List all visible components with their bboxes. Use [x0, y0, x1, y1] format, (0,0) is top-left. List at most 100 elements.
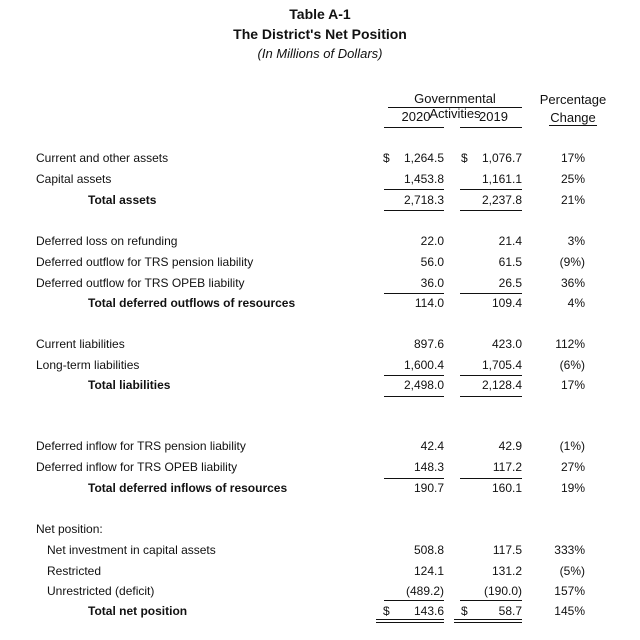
- table-row: Current liabilities 897.6 423.0 112%: [0, 335, 640, 355]
- value-2020: 56.0: [420, 255, 444, 269]
- percent-change: 27%: [560, 460, 585, 474]
- subtotal-rule: [460, 478, 522, 479]
- row-label-total: Total assets: [88, 193, 157, 207]
- value-2019: 2,128.4: [481, 378, 522, 392]
- value-2019: 1,076.7: [481, 151, 522, 165]
- row-label-total: Total deferred inflows of resources: [88, 481, 288, 495]
- subtotal-rule: [384, 600, 444, 601]
- double-underline: [376, 619, 444, 623]
- row-label-total: Total liabilities: [88, 378, 171, 392]
- value-2019: 1,705.4: [481, 358, 522, 372]
- percent-change: (6%): [559, 358, 585, 372]
- value-2020: 1,453.8: [403, 172, 444, 186]
- percent-change: 145%: [554, 604, 585, 618]
- table-row: Total assets 2,718.3 2,237.8 21%: [0, 191, 640, 211]
- percent-change: 4%: [567, 296, 585, 310]
- total-rule: [384, 210, 444, 211]
- percent-change: 25%: [560, 172, 585, 186]
- value-2019: 131.2: [491, 564, 522, 578]
- table-row: Deferred inflow for TRS OPEB liability 1…: [0, 458, 640, 478]
- row-label-total: Total net position: [88, 604, 188, 618]
- value-2019: 109.4: [491, 296, 522, 310]
- value-2020: 114.0: [414, 296, 444, 310]
- table-row: Deferred outflow for TRS OPEB liability …: [0, 274, 640, 294]
- value-2020: 143.6: [413, 604, 444, 618]
- row-label: Deferred outflow for TRS pension liabili…: [36, 255, 254, 269]
- table-row: Net investment in capital assets 508.8 1…: [0, 541, 640, 561]
- subtotal-rule: [460, 189, 522, 190]
- percent-change: (1%): [559, 439, 585, 453]
- percent-change: 19%: [560, 481, 585, 495]
- value-2020: 148.3: [413, 460, 444, 474]
- year-2019-header: 2019: [479, 109, 508, 124]
- table-row: Total deferred inflows of resources 190.…: [0, 479, 640, 499]
- subtotal-rule: [460, 375, 522, 376]
- value-2020: 42.4: [420, 439, 444, 453]
- value-2019: 61.5: [498, 255, 522, 269]
- value-2020: 2,718.3: [403, 193, 444, 207]
- percent-change: 21%: [560, 193, 585, 207]
- value-2019: 42.9: [498, 439, 522, 453]
- governmental-activities-header: Governmental Activities: [414, 91, 496, 121]
- table-row: Total liabilities 2,498.0 2,128.4 17%: [0, 376, 640, 396]
- table-row: Capital assets 1,453.8 1,161.1 25%: [0, 170, 640, 190]
- value-2019: 58.7: [498, 604, 522, 618]
- value-2019: 26.5: [498, 276, 522, 290]
- subtotal-rule: [460, 293, 522, 294]
- value-2020: 36.0: [420, 276, 444, 290]
- value-2019: 160.1: [491, 481, 522, 495]
- value-2020: 897.6: [413, 337, 444, 351]
- table-row: Unrestricted (deficit) (489.2) (190.0) 1…: [0, 582, 640, 602]
- row-label: Deferred outflow for TRS OPEB liability: [36, 276, 245, 290]
- value-2019: 117.5: [492, 543, 522, 557]
- percent-change: 157%: [554, 584, 585, 598]
- year-2020-header: 2020: [401, 109, 431, 124]
- value-2019: (190.0): [483, 584, 522, 598]
- percent-change: 17%: [560, 378, 585, 392]
- row-label: Long-term liabilities: [36, 358, 140, 372]
- subtotal-rule: [460, 600, 522, 601]
- table-row: Current and other assets $ 1,264.5 $ 1,0…: [0, 149, 640, 169]
- subtotal-rule: [384, 375, 444, 376]
- value-2020: 2,498.0: [403, 378, 444, 392]
- dollar-sign: $: [461, 604, 468, 618]
- table-title: The District's Net Position: [233, 26, 407, 42]
- table-row: Total deferred outflows of resources 114…: [0, 294, 640, 314]
- dollar-sign: $: [461, 151, 468, 165]
- table-row: Net position:: [0, 520, 640, 540]
- table-row: Deferred outflow for TRS pension liabili…: [0, 253, 640, 273]
- row-label: Current and other assets: [36, 151, 169, 165]
- percent-change: 333%: [554, 543, 585, 557]
- table-row: Long-term liabilities 1,600.4 1,705.4 (6…: [0, 356, 640, 376]
- dollar-sign: $: [383, 151, 390, 165]
- table-row: Restricted 124.1 131.2 (5%): [0, 562, 640, 582]
- percentage-header-line1: Percentage: [539, 92, 607, 107]
- subtotal-rule: [384, 478, 444, 479]
- year-2020-rule: [384, 127, 444, 128]
- row-label: Unrestricted (deficit): [47, 584, 155, 598]
- subtotal-rule: [384, 293, 444, 294]
- section-heading: Net position:: [36, 522, 103, 536]
- year-2019-rule: [460, 127, 522, 128]
- percent-change: 112%: [555, 337, 585, 351]
- dollar-sign: $: [383, 604, 390, 618]
- row-label: Capital assets: [36, 172, 112, 186]
- row-label: Restricted: [47, 564, 102, 578]
- table-row: Deferred loss on refunding 22.0 21.4 3%: [0, 232, 640, 252]
- row-label: Deferred inflow for TRS OPEB liability: [36, 460, 238, 474]
- value-2020: 508.8: [413, 543, 444, 557]
- value-2019: 21.4: [498, 234, 522, 248]
- percentage-change-header: Percentage Change: [538, 91, 608, 127]
- total-rule: [384, 396, 444, 397]
- total-rule: [460, 396, 522, 397]
- table-id: Table A-1: [289, 6, 351, 22]
- percentage-header-line2: Change: [549, 110, 597, 126]
- percent-change: 36%: [560, 276, 585, 290]
- value-2020: 124.1: [413, 564, 444, 578]
- value-2020: 190.7: [413, 481, 444, 495]
- value-2020: (489.2): [405, 584, 444, 598]
- governmental-activities-rule: [388, 107, 522, 108]
- percent-change: (5%): [559, 564, 585, 578]
- row-label-total: Total deferred outflows of resources: [88, 296, 296, 310]
- table-row: Deferred inflow for TRS pension liabilit…: [0, 437, 640, 457]
